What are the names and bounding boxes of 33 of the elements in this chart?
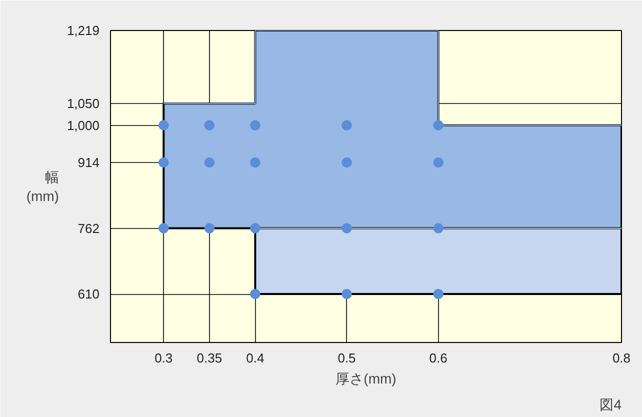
point (342, 223, 352, 234)
point (250, 157, 260, 168)
point (250, 288, 260, 300)
y-tick-label: 1,000 (66, 118, 100, 133)
y-tick-label: 762 (78, 220, 100, 236)
point (250, 223, 260, 234)
x-tick-label: 0.8 (612, 350, 631, 366)
point (250, 120, 260, 130)
y-axis-title: 幅 (mm) (26, 168, 59, 204)
x-axis-title: 厚さ(mm) (336, 370, 396, 386)
x-tick-label: 0.4 (246, 350, 264, 366)
point (204, 223, 215, 234)
point (342, 120, 352, 130)
caption: 図4 (600, 396, 622, 412)
point (204, 157, 215, 168)
point (204, 120, 215, 130)
x-tick-label: 0.5 (338, 350, 356, 366)
y-tick-label: 610 (78, 286, 100, 302)
point (433, 288, 444, 300)
point (342, 157, 352, 168)
x-tick-label: 0.6 (429, 350, 448, 366)
point (433, 223, 444, 234)
point (342, 288, 352, 300)
y-tick-label: 1,219 (66, 23, 100, 38)
point (433, 120, 444, 130)
point (158, 120, 169, 130)
point (158, 157, 169, 168)
y-tick-label: 914 (78, 154, 100, 170)
x-tick-label: 0.3 (154, 350, 173, 366)
x-tick-label: 0.35 (196, 350, 222, 366)
point (158, 223, 169, 234)
y-tick-label: 1,050 (66, 96, 100, 112)
point (433, 157, 444, 168)
